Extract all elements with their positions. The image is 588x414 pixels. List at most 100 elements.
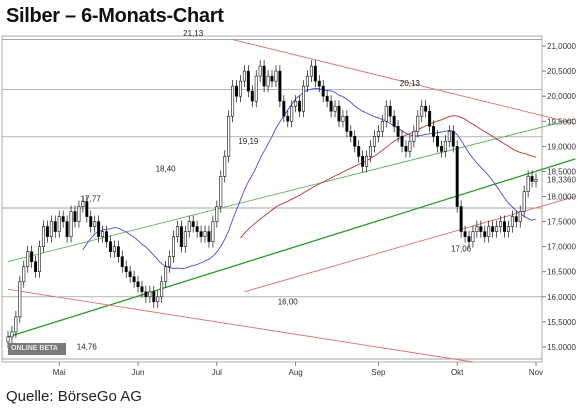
annotation-label: 14,76 [77, 342, 98, 351]
last-value-label: 18,3360 [547, 175, 576, 184]
candle-body [168, 256, 172, 268]
candle-body [128, 271, 132, 278]
candle-body [195, 226, 199, 232]
x-tick-label: Sep [371, 368, 386, 377]
candle-body [10, 331, 14, 338]
candle-body [38, 246, 42, 273]
trend_red-line [7, 288, 474, 363]
candle-body [491, 226, 495, 232]
candle-body [365, 156, 369, 167]
annotations: 21,13 20,13 19,19 18,40 17,77 17,06 16,00 14,76 [77, 29, 472, 351]
candle-body [14, 316, 18, 333]
candle-body [353, 136, 357, 147]
online-beta-logo: ONLINE BETA [8, 343, 66, 355]
candle-body [26, 251, 30, 268]
annotation-label: 19,19 [238, 137, 259, 146]
x-axis: Mai Jun Jul Aug Sep Okt Nov [53, 362, 543, 377]
candle-body [420, 105, 424, 117]
candle-body [530, 176, 534, 182]
candle-body [30, 251, 34, 262]
chart-title: Silber – 6-Monats-Chart [6, 5, 224, 27]
candle-body [416, 115, 420, 132]
candle-body [502, 221, 506, 232]
candle-body [203, 231, 207, 237]
candle-body [227, 115, 231, 157]
candle-body [526, 176, 530, 192]
candle-body [254, 75, 258, 102]
candle-body [432, 125, 436, 137]
y-tick-label: 19,5000 [547, 117, 576, 126]
x-tick-label: Jun [132, 368, 145, 377]
candle-body [250, 90, 254, 102]
trend_light_green-line [7, 118, 576, 263]
y-tick-label: 21,0000 [547, 42, 576, 51]
candle-body [112, 246, 116, 252]
candle-body [65, 221, 69, 237]
candle-body [372, 136, 376, 147]
candles [6, 60, 538, 348]
y-tick-label: 19,0000 [547, 142, 576, 151]
candle-body [392, 115, 396, 127]
plot-frame [1, 35, 543, 363]
candle-body [81, 201, 85, 207]
candle-body [278, 70, 282, 102]
candle-body [349, 130, 353, 137]
candle-body [69, 211, 73, 237]
candle-body [171, 236, 175, 257]
candle-body [510, 216, 514, 227]
candle-body [6, 336, 10, 343]
candle-body [132, 276, 136, 283]
trend_red-line [232, 39, 576, 125]
candle-body [175, 226, 179, 237]
candle-body [317, 80, 321, 87]
candle-body [325, 95, 329, 102]
candle-body [495, 226, 499, 232]
y-tick-label: 16,5000 [547, 268, 576, 277]
candle-body [116, 246, 120, 257]
candle-body [57, 216, 61, 232]
candle-body [101, 231, 105, 237]
y-tick-label: 18,0000 [547, 192, 576, 201]
candle-body [223, 156, 227, 177]
candle-body [439, 146, 443, 152]
candle-body [424, 105, 428, 112]
candle-body [506, 226, 510, 232]
candle-body [97, 221, 101, 237]
x-tick-label: Jul [212, 368, 222, 377]
candle-body [483, 231, 487, 237]
candle-body [294, 100, 298, 107]
candle-body [369, 146, 373, 157]
candle-body [302, 85, 306, 112]
candle-body [77, 206, 81, 222]
candle-body [534, 179, 538, 182]
candle-body [179, 226, 183, 247]
candle-body [136, 281, 140, 288]
candle-body [487, 226, 491, 237]
candle-body [298, 100, 302, 112]
candle-body [313, 65, 317, 82]
candle-body [479, 226, 483, 232]
candle-body [455, 146, 459, 207]
candle-body [219, 176, 223, 207]
candle-body [463, 231, 467, 237]
candle-body [45, 226, 49, 237]
candle-body [361, 156, 365, 167]
candle-body [85, 201, 89, 217]
candle-body [211, 221, 215, 242]
candle-body [475, 226, 479, 232]
candle-body [388, 105, 392, 117]
candle-body [376, 130, 380, 137]
candle-body [89, 216, 93, 227]
source-caption: Quelle: BörseGo AG [6, 388, 142, 405]
candle-body [522, 191, 526, 212]
candle-body [231, 85, 235, 117]
annotation-label: 20,13 [400, 79, 421, 88]
grid [1, 35, 543, 363]
candle-body [246, 70, 250, 92]
candle-body [148, 291, 152, 298]
candle-body [290, 105, 294, 122]
candle-body [93, 221, 97, 227]
candle-body [274, 70, 278, 82]
candle-body [518, 211, 522, 222]
